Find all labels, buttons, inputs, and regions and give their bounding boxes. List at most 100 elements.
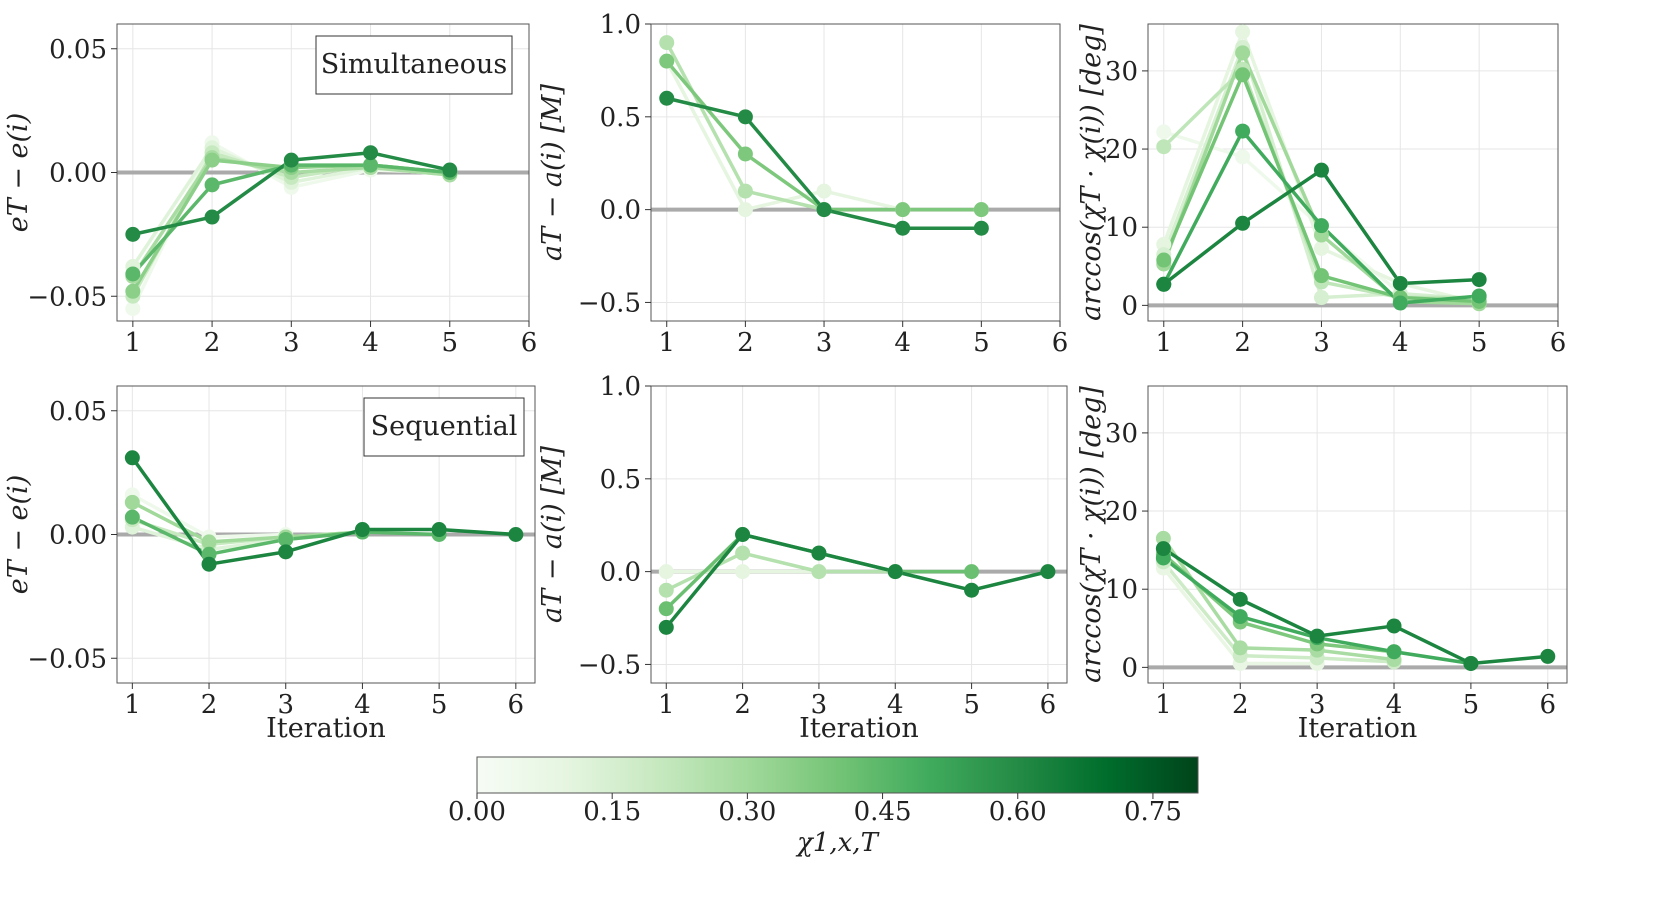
y-axis-label: arccos(χT · χ(i)) [deg]	[1076, 386, 1107, 683]
data-point	[125, 301, 141, 317]
legend-label: Simultaneous	[321, 49, 508, 80]
x-tick-label: 1	[658, 328, 675, 358]
y-axis-label: eT − e(i)	[3, 113, 34, 232]
data-point	[1156, 124, 1172, 140]
series-line	[1162, 560, 1395, 664]
data-point	[201, 534, 217, 550]
x-tick-label: 6	[508, 690, 525, 720]
data-point	[1235, 45, 1251, 61]
data-point	[1156, 139, 1172, 155]
data-point	[363, 157, 379, 173]
data-point	[508, 527, 524, 542]
data-point	[1313, 290, 1329, 306]
data-point	[1386, 644, 1402, 660]
data-point	[1471, 272, 1487, 288]
y-tick-label: −0.05	[27, 644, 107, 674]
x-tick-label: 4	[362, 328, 379, 358]
data-point	[964, 564, 980, 580]
colorbar-tick-label: 0.75	[1124, 797, 1182, 827]
y-tick-label: 20	[1105, 497, 1138, 527]
x-tick-label: 2	[737, 328, 754, 358]
data-point	[1313, 268, 1329, 284]
x-tick-label: 2	[1234, 328, 1251, 358]
data-point	[124, 450, 140, 466]
data-point	[1235, 149, 1251, 165]
colorbar-tick-label: 0.15	[583, 797, 641, 827]
data-point	[659, 35, 675, 51]
data-point	[125, 266, 141, 282]
legend-box: Sequential	[363, 397, 525, 457]
y-tick-label: 0	[1121, 653, 1138, 683]
x-tick-label: 4	[354, 690, 371, 720]
data-point	[658, 601, 674, 617]
y-tick-label: 0.0	[600, 196, 641, 226]
data-point	[816, 183, 832, 199]
data-point	[737, 109, 753, 125]
panel-e-simultaneous: 1 2 3 4 5 6 −0.05 0.00 0.05 eT − e(i) Simultaneous	[3, 23, 538, 358]
data-point	[658, 564, 674, 580]
x-tick-label: 4	[887, 690, 904, 720]
series-line	[1162, 547, 1548, 666]
data-point	[1232, 609, 1248, 625]
data-point	[735, 545, 751, 561]
x-tick-label: 2	[734, 690, 751, 720]
data-point	[204, 209, 220, 225]
data-point	[125, 226, 141, 242]
data-point	[659, 90, 675, 106]
x-tick-label: 4	[1392, 328, 1409, 358]
x-tick-label: 6	[521, 328, 538, 358]
data-point	[658, 582, 674, 598]
data-point	[1313, 162, 1329, 178]
data-point	[1540, 648, 1556, 664]
y-tick-label: 20	[1105, 135, 1138, 165]
legend-label: Sequential	[371, 411, 518, 442]
axes-frame	[1147, 23, 1559, 322]
data-point	[1392, 275, 1408, 291]
data-point	[363, 145, 379, 161]
data-point	[278, 544, 294, 560]
data-point	[1235, 123, 1251, 139]
x-tick-label: 4	[894, 328, 911, 358]
legend-frame	[363, 397, 525, 457]
x-tick-label: 1	[658, 690, 675, 720]
x-axis-label: Iteration	[799, 713, 919, 744]
data-point	[204, 177, 220, 193]
data-point	[1156, 276, 1172, 292]
data-point	[1040, 564, 1056, 580]
data-point	[1392, 295, 1408, 311]
y-axis-label: eT − e(i)	[3, 475, 34, 594]
data-point	[442, 162, 458, 178]
colorbar-tick-label: 0.60	[989, 797, 1047, 827]
x-tick-label: 5	[1463, 690, 1480, 720]
data-point	[1386, 618, 1402, 634]
data-point	[737, 146, 753, 162]
y-tick-label: 0.05	[49, 35, 107, 65]
data-point	[811, 564, 827, 580]
data-point	[1471, 288, 1487, 304]
x-tick-label: 2	[201, 690, 218, 720]
y-tick-label: −0.05	[27, 282, 107, 312]
axes-frame	[1147, 385, 1568, 684]
x-tick-label: 6	[1540, 690, 1557, 720]
data-point	[737, 202, 753, 218]
data-point	[816, 202, 832, 218]
colorbar-tick-label: 0.45	[854, 797, 912, 827]
x-tick-label: 5	[973, 328, 990, 358]
y-tick-label: 30	[1105, 419, 1138, 449]
axes-frame	[650, 385, 1068, 684]
y-tick-label: 10	[1105, 575, 1138, 605]
data-point	[1232, 591, 1248, 607]
y-tick-label: 30	[1105, 57, 1138, 87]
panel-a-simultaneous: 1 2 3 4 5 6 −0.5 0.0 0.5 1.0 aT − a(i) [M]	[537, 10, 1068, 358]
data-point	[895, 202, 911, 218]
x-axis-label: Iteration	[1298, 713, 1418, 744]
x-tick-label: 3	[277, 690, 294, 720]
series-line	[1161, 537, 1395, 662]
data-point	[1232, 640, 1248, 656]
data-point	[201, 556, 217, 572]
legend-frame	[315, 35, 513, 95]
data-point	[737, 183, 753, 199]
data-point	[735, 527, 751, 542]
